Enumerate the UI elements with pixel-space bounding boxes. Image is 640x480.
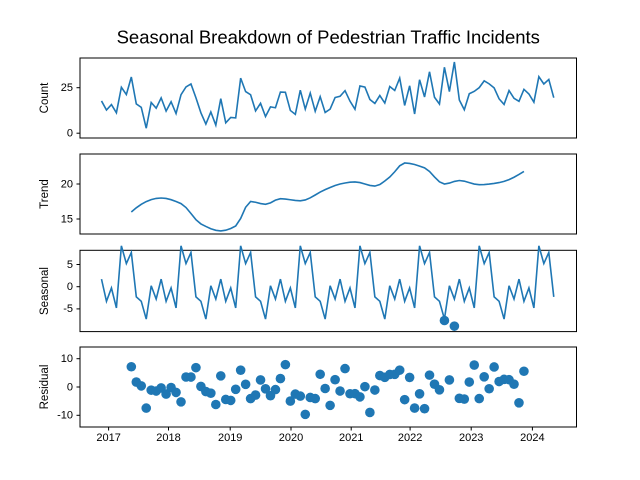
svg-text:15: 15: [61, 213, 73, 225]
svg-text:Seasonal Breakdown of Pedestri: Seasonal Breakdown of Pedestrian Traffic…: [117, 27, 540, 48]
svg-text:5: 5: [67, 259, 73, 271]
svg-text:25: 25: [61, 82, 73, 94]
svg-text:Count: Count: [39, 82, 51, 113]
svg-text:Seasonal: Seasonal: [39, 267, 51, 315]
svg-text:2021: 2021: [339, 432, 363, 444]
svg-text:0: 0: [67, 281, 73, 293]
svg-text:0: 0: [67, 381, 73, 393]
svg-text:Residual: Residual: [39, 365, 51, 410]
svg-text:2023: 2023: [459, 432, 483, 444]
svg-text:2018: 2018: [156, 432, 180, 444]
svg-text:0: 0: [67, 128, 73, 140]
svg-text:-10: -10: [57, 410, 73, 422]
svg-text:2024: 2024: [520, 432, 544, 444]
svg-text:2019: 2019: [218, 432, 242, 444]
svg-text:2017: 2017: [96, 432, 120, 444]
svg-text:Trend: Trend: [39, 179, 51, 209]
svg-text:2022: 2022: [398, 432, 422, 444]
svg-text:10: 10: [61, 353, 73, 365]
svg-text:-5: -5: [63, 303, 73, 315]
svg-text:20: 20: [61, 178, 73, 190]
svg-text:2020: 2020: [279, 432, 303, 444]
